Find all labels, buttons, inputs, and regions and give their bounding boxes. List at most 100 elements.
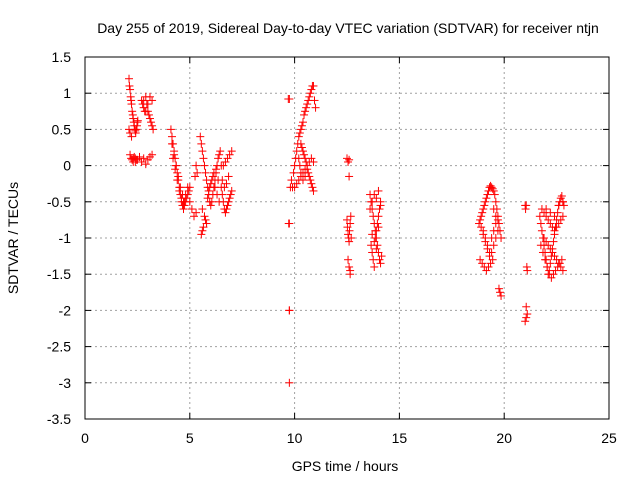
data-point (205, 183, 214, 192)
data-point (139, 96, 148, 105)
data-point (206, 201, 215, 210)
data-point (166, 125, 175, 134)
data-point (552, 223, 561, 232)
data-point (540, 234, 549, 242)
data-point (493, 226, 502, 235)
data-point (145, 114, 154, 123)
data-point (129, 154, 138, 163)
data-point (292, 179, 301, 188)
x-axis-title: GPS time / hours (292, 458, 399, 474)
data-point (295, 129, 304, 138)
y-tick-label: 0 (63, 158, 71, 174)
data-point (127, 100, 136, 109)
data-point (345, 172, 354, 181)
data-point (376, 259, 385, 268)
data-point (215, 150, 224, 159)
data-point (479, 205, 488, 214)
data-point (477, 223, 486, 232)
data-point (149, 125, 158, 134)
x-tick-label: 10 (287, 430, 303, 446)
data-point (126, 85, 135, 94)
data-point (196, 132, 205, 141)
data-point (191, 172, 200, 181)
data-point (295, 161, 304, 170)
data-point (183, 183, 192, 192)
data-point (523, 310, 532, 319)
data-point (483, 190, 492, 199)
data-point (301, 107, 310, 116)
data-point (208, 172, 217, 181)
data-point (300, 150, 309, 159)
data-point (546, 208, 555, 217)
data-point (296, 139, 305, 148)
data-point (301, 165, 310, 174)
data-point (372, 194, 381, 203)
data-point (294, 132, 303, 141)
data-point (170, 150, 179, 159)
data-point (554, 219, 563, 228)
data-point (176, 183, 185, 192)
data-point (544, 215, 553, 224)
data-point (550, 212, 559, 221)
data-point (192, 161, 201, 170)
y-tick-label: 1.5 (52, 49, 72, 65)
data-point (368, 197, 377, 206)
data-point (226, 190, 235, 199)
data-point (222, 179, 231, 188)
data-point (302, 103, 311, 112)
data-point (487, 248, 496, 257)
y-tick-label: 1 (63, 85, 71, 101)
data-point (558, 197, 567, 206)
data-point (221, 208, 230, 217)
data-point (143, 100, 152, 109)
data-point (549, 237, 558, 246)
data-point (346, 266, 355, 275)
data-point (494, 284, 503, 293)
x-tick-label: 25 (601, 430, 617, 446)
data-point (223, 201, 232, 210)
data-point (303, 100, 312, 109)
data-point (372, 226, 381, 235)
data-point (218, 176, 227, 185)
data-point (204, 186, 213, 195)
data-point (309, 186, 318, 195)
data-point (308, 183, 317, 192)
data-point (197, 230, 206, 239)
data-point (307, 85, 316, 94)
y-tick-label: -0.5 (47, 194, 71, 210)
data-point (522, 302, 531, 311)
data-point (343, 154, 351, 163)
data-point (173, 176, 182, 185)
data-point (547, 273, 556, 282)
axis-ticks (84, 56, 610, 420)
data-point (294, 176, 303, 185)
data-point (476, 255, 485, 264)
data-point (369, 255, 378, 264)
data-point (523, 266, 532, 275)
data-point (198, 147, 207, 156)
data-point (542, 212, 551, 221)
data-point (370, 190, 379, 199)
chart-title: Day 255 of 2019, Sidereal Day-to-day VTE… (97, 20, 599, 36)
x-tick-label: 15 (392, 430, 408, 446)
data-point (137, 157, 146, 166)
y-tick-label: -3 (59, 375, 72, 391)
data-point (493, 215, 502, 224)
data-point (227, 147, 236, 156)
data-point (538, 248, 547, 257)
data-point (207, 197, 216, 206)
data-point (197, 139, 206, 148)
y-tick-label: -2 (59, 302, 72, 318)
data-point (298, 118, 307, 127)
data-point (372, 244, 381, 253)
data-point (521, 317, 530, 326)
data-point (307, 179, 316, 188)
data-point (199, 223, 208, 232)
data-point (490, 190, 499, 199)
data-point (478, 208, 487, 217)
data-point (203, 194, 212, 203)
data-point (556, 215, 565, 224)
data-point (225, 194, 234, 203)
data-point (223, 154, 232, 163)
